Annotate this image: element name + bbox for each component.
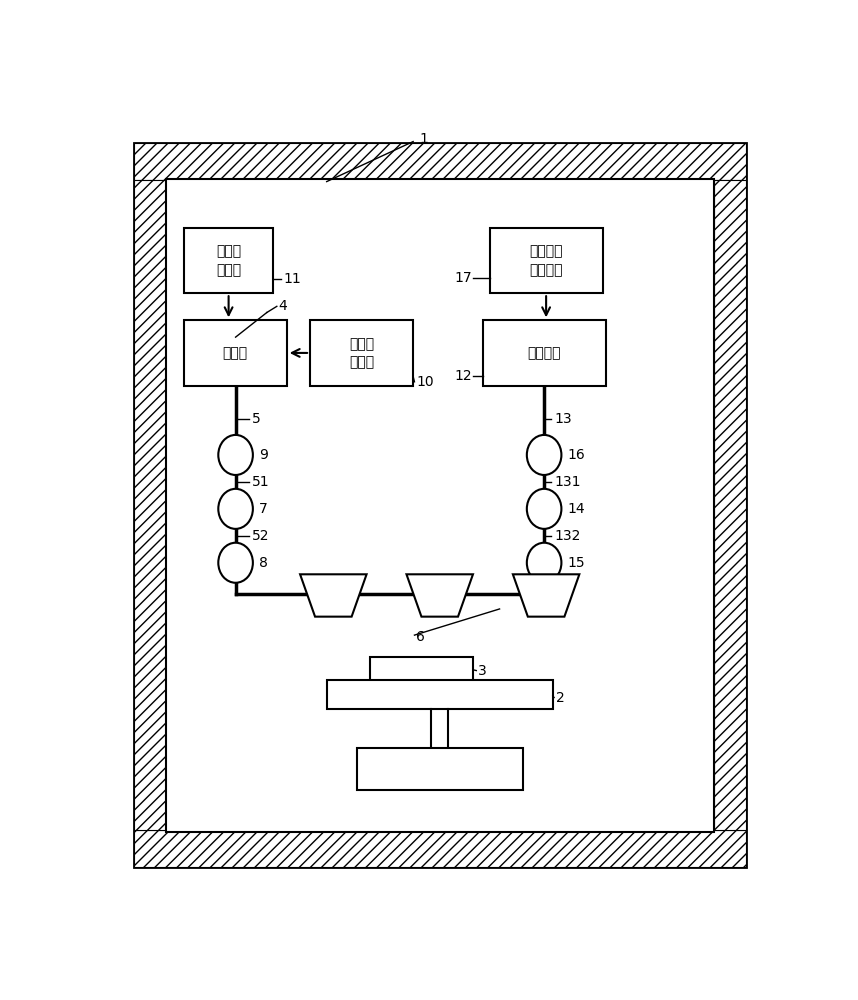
Text: 17: 17 [454,271,472,285]
Bar [134,830,746,867]
Bar [714,180,746,830]
Text: 131: 131 [554,475,581,489]
Polygon shape [513,574,579,617]
Circle shape [218,435,253,475]
Text: 11: 11 [283,272,301,286]
Text: 自动补
水装置: 自动补 水装置 [216,244,241,277]
Bar [184,320,287,386]
Polygon shape [300,574,366,617]
Text: 3: 3 [478,664,487,678]
Bar [166,179,714,832]
Text: 132: 132 [554,529,581,543]
Text: 高压气源: 高压气源 [528,346,561,360]
Text: 13: 13 [554,412,571,426]
Text: 2: 2 [556,690,565,704]
Text: 7: 7 [259,502,268,516]
Text: 10: 10 [416,375,434,389]
Text: 12: 12 [454,369,472,383]
Text: 9: 9 [259,448,268,462]
Text: 51: 51 [252,475,269,489]
Bar [483,320,606,386]
Bar [357,748,523,790]
Bar [134,143,746,180]
Polygon shape [407,574,473,617]
Bar [134,180,166,830]
Circle shape [218,489,253,529]
Bar [310,320,414,386]
Text: 1: 1 [420,132,429,146]
Text: 水温调
节装置: 水温调 节装置 [349,337,374,369]
Text: 储水箱: 储水箱 [223,346,248,360]
Text: 8: 8 [259,556,268,570]
Text: 4: 4 [279,299,287,313]
Circle shape [527,435,561,475]
Circle shape [527,489,561,529]
Bar [370,657,473,682]
Text: 52: 52 [252,529,269,543]
Text: 6: 6 [416,630,426,644]
Bar [490,228,602,293]
Text: 5: 5 [252,412,261,426]
Text: 气体温度
调节装置: 气体温度 调节装置 [529,244,563,277]
Text: 14: 14 [567,502,585,516]
Text: 16: 16 [567,448,585,462]
Text: 15: 15 [567,556,585,570]
Bar [184,228,274,293]
Bar [327,680,553,709]
Circle shape [218,543,253,583]
Circle shape [527,543,561,583]
